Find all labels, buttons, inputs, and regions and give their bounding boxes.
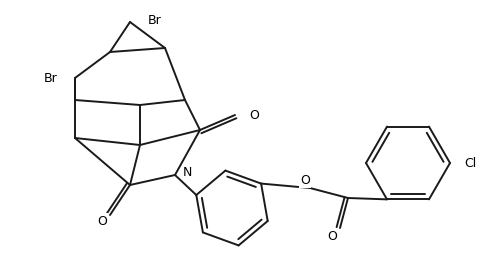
Text: O: O (327, 230, 337, 243)
Text: Cl: Cl (464, 157, 476, 170)
Text: Br: Br (43, 72, 57, 84)
Text: O: O (300, 173, 310, 186)
Text: O: O (97, 214, 107, 228)
Text: O: O (249, 108, 259, 121)
Text: N: N (183, 166, 192, 179)
Text: Br: Br (148, 14, 162, 27)
